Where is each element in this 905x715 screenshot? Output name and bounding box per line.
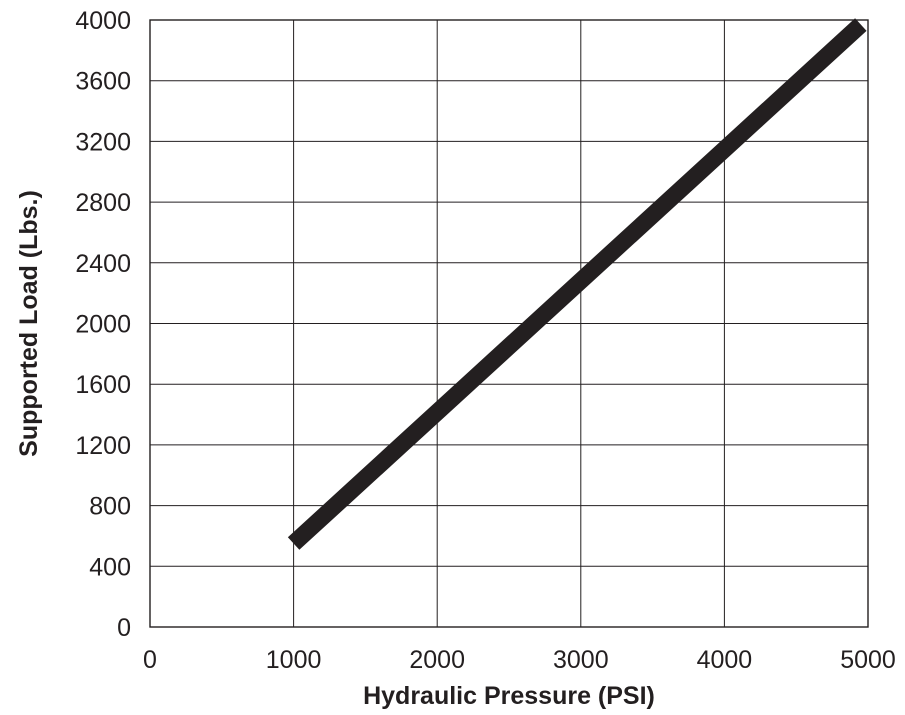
y-tick-label: 3200 bbox=[75, 128, 131, 156]
y-axis-title: Supported Load (Lbs.) bbox=[15, 190, 43, 457]
x-tick-label: 1000 bbox=[266, 646, 322, 674]
x-tick-label: 3000 bbox=[553, 646, 609, 674]
x-tick-label: 0 bbox=[143, 646, 157, 674]
y-tick-label: 4000 bbox=[75, 7, 131, 35]
x-axis-title: Hydraulic Pressure (PSI) bbox=[363, 682, 655, 710]
series-layer bbox=[287, 18, 867, 550]
y-tick-labels: 0 400 800 1200 1600 2000 2400 2800 3200 3600 4000 bbox=[75, 7, 131, 642]
y-tick-label: 3600 bbox=[75, 68, 131, 96]
plot-frame bbox=[149, 19, 869, 628]
x-tick-labels: 0 1000 2000 3000 4000 5000 bbox=[143, 646, 896, 674]
grid-lines bbox=[150, 20, 868, 627]
y-tick-label: 2000 bbox=[75, 311, 131, 339]
series-line bbox=[287, 18, 867, 550]
y-tick-label: 400 bbox=[89, 553, 131, 581]
y-tick-label: 1200 bbox=[75, 432, 131, 460]
y-tick-label: 1600 bbox=[75, 371, 131, 399]
x-tick-label: 2000 bbox=[409, 646, 465, 674]
x-tick-label: 5000 bbox=[840, 646, 896, 674]
y-tick-label: 2400 bbox=[75, 250, 131, 278]
y-tick-label: 0 bbox=[117, 614, 131, 642]
y-tick-label: 800 bbox=[89, 493, 131, 521]
x-tick-label: 4000 bbox=[697, 646, 753, 674]
y-tick-label: 2800 bbox=[75, 189, 131, 217]
